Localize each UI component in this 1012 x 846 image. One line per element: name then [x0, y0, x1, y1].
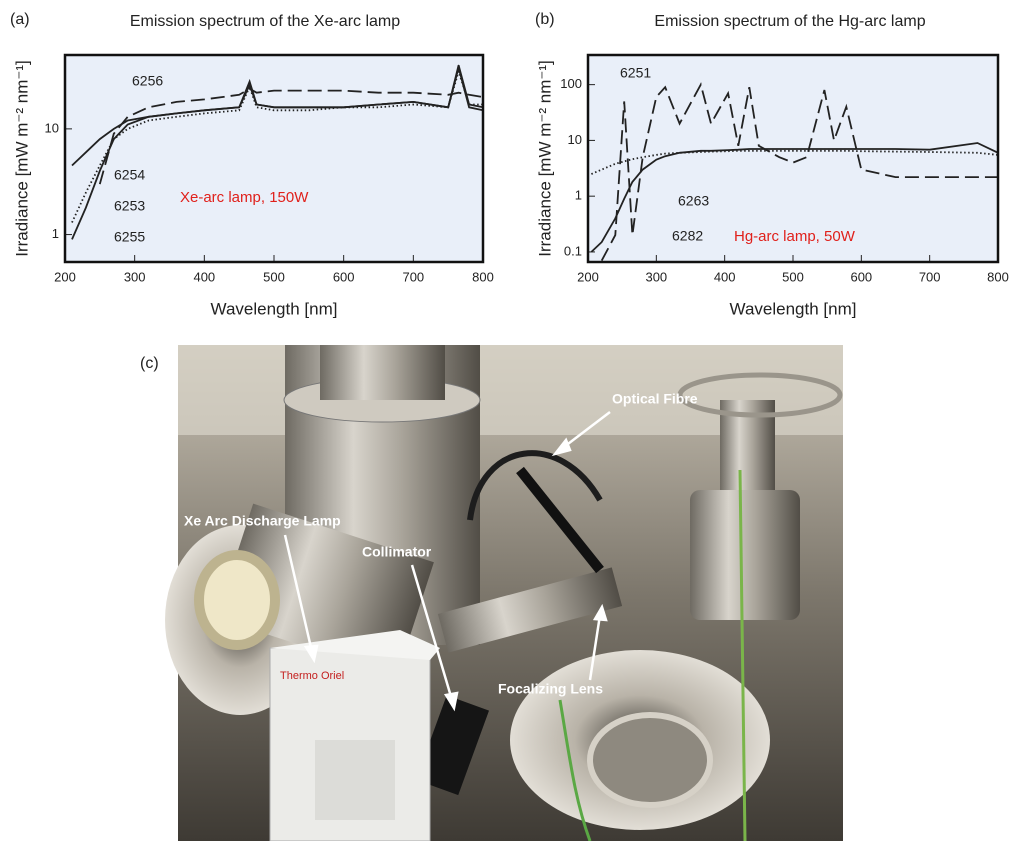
series-label: 6253 [114, 198, 145, 214]
annotation: Xe-arc lamp, 150W [180, 189, 309, 206]
panel-label: (a) [10, 11, 30, 28]
annotation: Hg-arc lamp, 50W [734, 228, 856, 245]
photo-label: Collimator [362, 544, 432, 560]
series-line [98, 87, 483, 185]
x-tick-label: 600 [850, 269, 872, 284]
series-label: 6254 [114, 167, 145, 183]
x-tick-label: 400 [714, 269, 736, 284]
series-label: 6263 [678, 193, 709, 209]
series-line [591, 149, 998, 175]
y-axis-label: Irradiance [mW m⁻² nm⁻¹] [535, 60, 554, 256]
y-tick-label: 0.1 [564, 243, 582, 258]
photo-label: Focalizing Lens [498, 681, 603, 697]
series-label: 6251 [620, 65, 651, 81]
y-tick-label: 100 [560, 76, 582, 91]
series-label: 6255 [114, 229, 145, 245]
x-tick-label: 400 [193, 269, 215, 284]
y-tick-label: 1 [575, 188, 582, 203]
x-tick-label: 500 [263, 269, 285, 284]
y-tick-label: 1 [52, 226, 59, 241]
series-line [600, 82, 998, 262]
brand: Thermo Oriel [280, 670, 344, 682]
plot-area [65, 55, 483, 262]
y-tick-label: 10 [45, 120, 59, 135]
series-line [71, 64, 483, 240]
x-tick-label: 600 [333, 269, 355, 284]
x-tick-label: 800 [987, 269, 1009, 284]
y-axis-label: Irradiance [mW m⁻² nm⁻¹] [12, 60, 31, 256]
panel-label: (b) [535, 11, 555, 28]
x-tick-label: 700 [402, 269, 424, 284]
series-label: 6256 [132, 73, 163, 89]
plot-frame [63, 53, 485, 264]
plot-area [588, 55, 998, 262]
x-tick-label: 700 [919, 269, 941, 284]
photo: Thermo Oriel (c) Optical Fibre Xe Arc Di… [140, 345, 843, 842]
panel-label: (c) [140, 355, 159, 372]
series-label: 6282 [672, 228, 703, 244]
x-axis-label: Wavelength [nm] [211, 299, 338, 318]
series-line [590, 142, 998, 253]
photo-label: Optical Fibre [612, 391, 698, 407]
chart-title: Emission spectrum of the Xe-arc lamp [130, 13, 400, 30]
x-tick-label: 800 [472, 269, 494, 284]
x-tick-label: 500 [782, 269, 804, 284]
x-tick-label: 300 [645, 269, 667, 284]
chart-title: Emission spectrum of the Hg-arc lamp [654, 13, 925, 30]
x-tick-label: 200 [577, 269, 599, 284]
plot-frame [586, 53, 1000, 264]
x-tick-label: 300 [124, 269, 146, 284]
photo-label: Xe Arc Discharge Lamp [184, 513, 341, 529]
x-axis-label: Wavelength [nm] [730, 299, 857, 318]
x-tick-label: 200 [54, 269, 76, 284]
y-tick-label: 10 [568, 132, 582, 147]
